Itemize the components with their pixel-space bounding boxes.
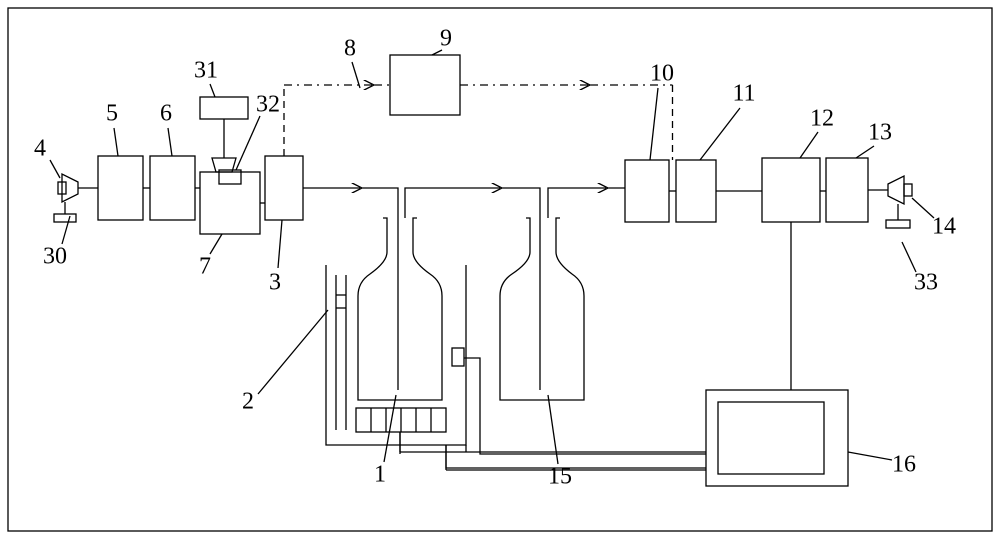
bottle-1 bbox=[358, 218, 442, 400]
leader-9 bbox=[432, 50, 442, 55]
leader-16 bbox=[848, 452, 892, 460]
leader-13 bbox=[856, 146, 874, 158]
leader-10 bbox=[650, 88, 658, 160]
box-b12 bbox=[762, 158, 820, 222]
leader-12 bbox=[800, 132, 818, 158]
leader-14 bbox=[912, 198, 934, 218]
label-10: 10 bbox=[650, 61, 674, 87]
leader-5 bbox=[114, 128, 118, 156]
pipe-into-bot1 bbox=[362, 188, 398, 218]
label-16: 16 bbox=[892, 452, 916, 478]
base-30 bbox=[54, 214, 76, 222]
leader-32 bbox=[236, 116, 260, 170]
label-12: 12 bbox=[810, 106, 834, 132]
label-33: 33 bbox=[914, 270, 938, 296]
box-b3 bbox=[265, 156, 303, 220]
leader-4 bbox=[50, 160, 60, 178]
box-b13 bbox=[826, 158, 868, 222]
box-b16-inner bbox=[718, 402, 824, 474]
leader-6 bbox=[168, 128, 172, 156]
wire-bot2-16 bbox=[540, 400, 706, 440]
leader-2 bbox=[258, 310, 328, 394]
leader-30 bbox=[62, 216, 70, 244]
label-6: 6 bbox=[160, 101, 172, 127]
leader-11 bbox=[700, 108, 740, 160]
box-b6 bbox=[150, 156, 195, 220]
fitting-14 bbox=[888, 176, 904, 204]
label-30: 30 bbox=[43, 244, 67, 270]
label-31: 31 bbox=[194, 58, 218, 84]
label-14: 14 bbox=[932, 214, 956, 240]
box-b9 bbox=[390, 55, 460, 115]
label-13: 13 bbox=[868, 120, 892, 146]
box-b7 bbox=[200, 172, 260, 234]
label-8: 8 bbox=[344, 36, 356, 62]
pipe-into-bot2 bbox=[502, 188, 540, 218]
leader-31 bbox=[210, 84, 215, 97]
label-5: 5 bbox=[106, 101, 118, 127]
box-b11 bbox=[676, 160, 716, 222]
pipe-bot2-to-10 bbox=[548, 188, 606, 218]
label-2: 2 bbox=[242, 389, 254, 415]
label-4: 4 bbox=[34, 136, 46, 162]
box-b16-outer bbox=[706, 390, 848, 486]
bottle-2 bbox=[500, 218, 584, 400]
label-11: 11 bbox=[732, 81, 755, 107]
bus-lower bbox=[446, 445, 706, 468]
box-b10 bbox=[625, 160, 669, 222]
leader-3 bbox=[278, 220, 282, 268]
fitting-4 bbox=[62, 174, 78, 202]
label-9: 9 bbox=[440, 26, 452, 52]
label-7: 7 bbox=[199, 254, 211, 280]
label-3: 3 bbox=[269, 270, 281, 296]
leader-8 bbox=[352, 62, 360, 88]
box-b31 bbox=[200, 97, 248, 119]
diagram-canvas: 4305631327389101112131433211516 bbox=[0, 0, 1000, 539]
box-b5 bbox=[98, 156, 143, 220]
pipe-bot1-to-bot2-a bbox=[405, 188, 500, 218]
label-32: 32 bbox=[256, 92, 280, 118]
label-15: 15 bbox=[548, 464, 572, 490]
sensor-port bbox=[452, 348, 464, 366]
bath-2 bbox=[326, 265, 466, 445]
leader-33 bbox=[902, 242, 916, 272]
label-1: 1 bbox=[374, 462, 386, 488]
base-33 bbox=[886, 220, 910, 228]
leader-7 bbox=[210, 234, 222, 254]
stub-14 bbox=[904, 184, 912, 196]
